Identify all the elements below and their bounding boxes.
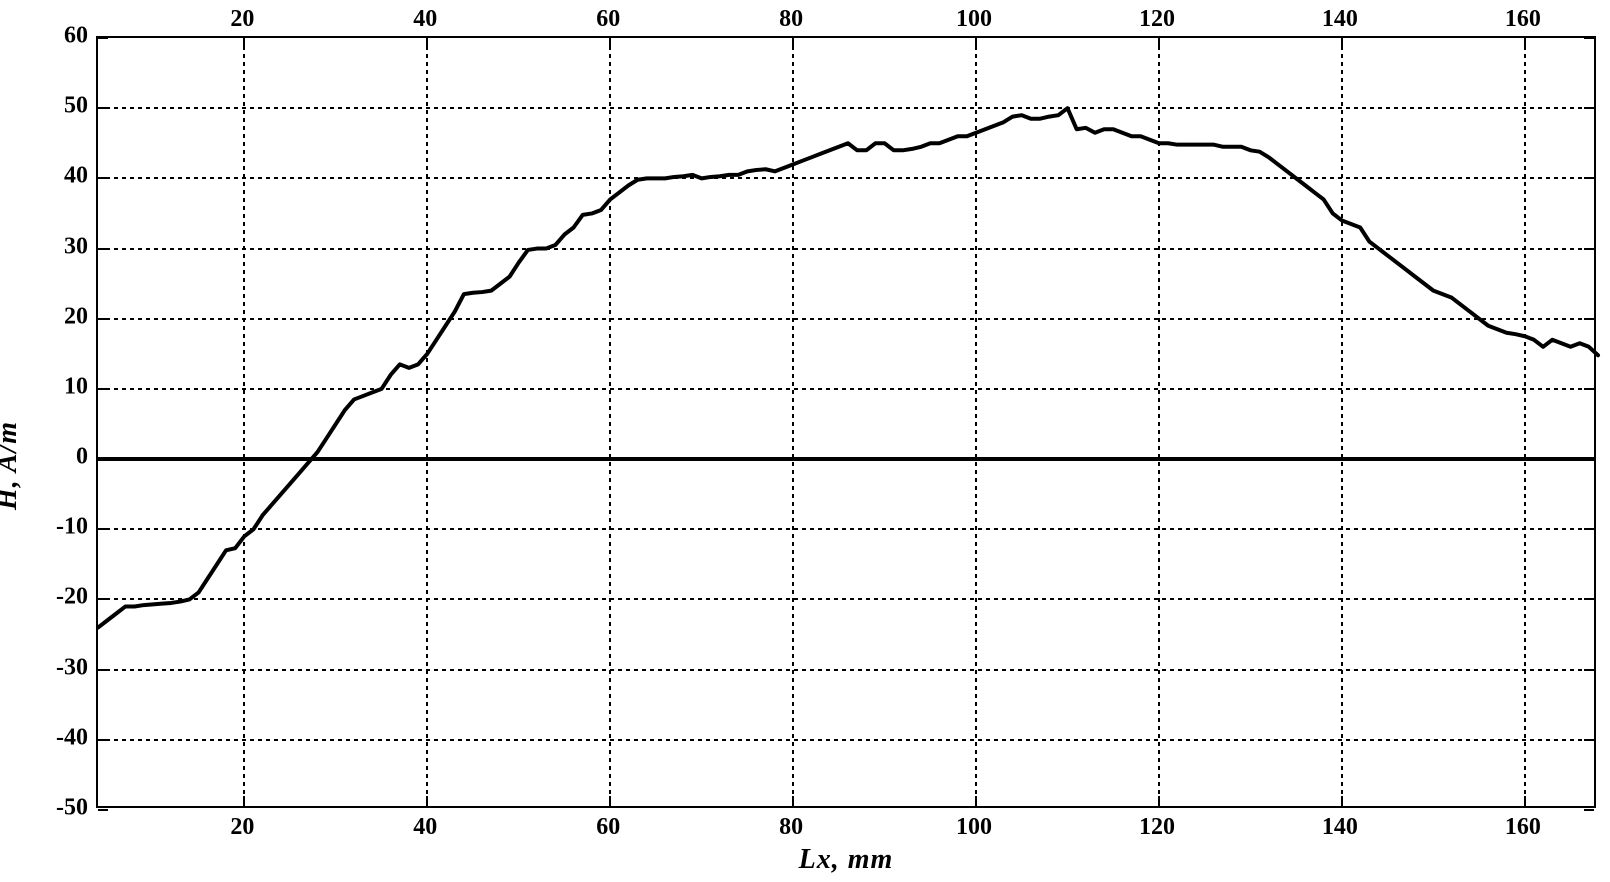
x-tick-label-bottom: 160 bbox=[1505, 814, 1541, 841]
x-tick-label-bottom: 20 bbox=[230, 814, 254, 841]
x-tick-label-bottom: 120 bbox=[1139, 814, 1175, 841]
y-tick-label: 10 bbox=[64, 373, 88, 400]
y-tick-label: -50 bbox=[56, 795, 88, 822]
y-tick-label: 40 bbox=[64, 163, 88, 190]
y-tick-label: 50 bbox=[64, 93, 88, 120]
x-tick-label-top: 80 bbox=[779, 6, 803, 33]
y-tick-label: 30 bbox=[64, 233, 88, 260]
x-tick-label-bottom: 40 bbox=[413, 814, 437, 841]
x-tick-label-top: 100 bbox=[956, 6, 992, 33]
y-tick-label: 60 bbox=[64, 23, 88, 50]
x-tick-label-top: 60 bbox=[596, 6, 620, 33]
y-tick-label: -30 bbox=[56, 654, 88, 681]
x-axis-label: Lx, mm bbox=[799, 844, 894, 876]
y-tick-label: -20 bbox=[56, 584, 88, 611]
x-tick-label-top: 40 bbox=[413, 6, 437, 33]
x-tick-label-bottom: 100 bbox=[956, 814, 992, 841]
plot-area bbox=[96, 36, 1596, 808]
y-tick-label: 20 bbox=[64, 303, 88, 330]
x-tick-label-bottom: 60 bbox=[596, 814, 620, 841]
data-series-line bbox=[98, 38, 1598, 810]
y-tick-label: 0 bbox=[76, 444, 88, 471]
x-tick-label-top: 120 bbox=[1139, 6, 1175, 33]
y-tick-label: -10 bbox=[56, 514, 88, 541]
chart-container: -50 -40 -30 -20 -10 0 10 20 30 40 50 60 20 40 60 80 100 1… bbox=[0, 0, 1610, 882]
y-tick-label: -40 bbox=[56, 724, 88, 751]
y-axis-label: H, A/m bbox=[0, 421, 24, 510]
x-tick-label-bottom: 140 bbox=[1322, 814, 1358, 841]
x-tick-label-bottom: 80 bbox=[779, 814, 803, 841]
x-tick-label-top: 160 bbox=[1505, 6, 1541, 33]
x-tick-label-top: 140 bbox=[1322, 6, 1358, 33]
x-tick-label-top: 20 bbox=[230, 6, 254, 33]
